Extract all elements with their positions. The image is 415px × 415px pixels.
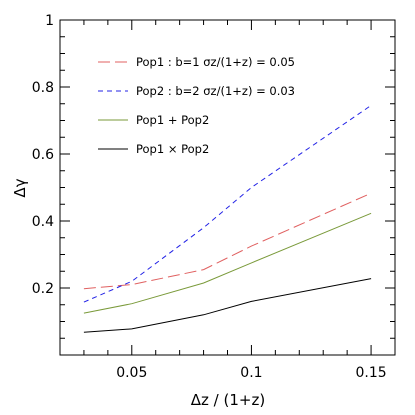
legend: Pop1 : b=1 σz/(1+z) = 0.05 Pop2 : b=2 σz/… [98,55,295,156]
tick-labels: 0.05 0.1 0.15 0.2 0.4 0.6 0.8 1 [32,13,387,381]
legend-label-2: Pop2 : b=2 σz/(1+z) = 0.03 [136,84,295,98]
y-tick-label: 0.6 [32,147,54,163]
y-tick-label: 0.4 [32,214,54,230]
series-line-4 [83,278,372,333]
y-tick-label: 1 [45,13,54,29]
x-tick-label: 0.05 [116,365,147,381]
series-line-3 [83,212,372,314]
series-line-2 [83,104,372,303]
x-tick-label: 0.15 [355,365,386,381]
series-line-1 [83,192,372,290]
y-tick-label: 0.8 [32,80,54,96]
y-axis-title: Δγ [11,178,29,197]
legend-label-1: Pop1 : b=1 σz/(1+z) = 0.05 [136,55,295,69]
plot-frame [59,19,396,356]
ticks [59,19,396,356]
y-tick-label: 0.2 [32,281,54,297]
series-lines [83,104,372,333]
legend-label-3: Pop1 + Pop2 [136,113,209,127]
x-axis-title: Δz / (1+z) [191,391,265,409]
legend-label-4: Pop1 × Pop2 [136,142,209,156]
x-tick-label: 0.1 [240,365,262,381]
